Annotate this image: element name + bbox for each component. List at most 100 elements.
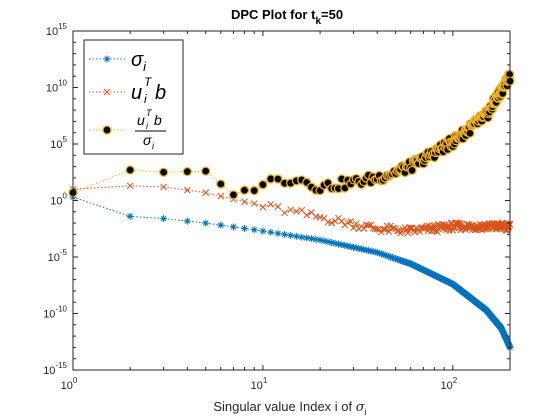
- data-point: [350, 243, 358, 251]
- legend-ratio-den-sub: i: [152, 141, 155, 151]
- data-point: [377, 228, 385, 236]
- legend-ratio-num-sub: i: [146, 121, 149, 131]
- series-1: [69, 182, 514, 237]
- data-point: [400, 257, 408, 265]
- data-point: [360, 225, 368, 232]
- data-point: [426, 224, 434, 231]
- data-point: [241, 224, 249, 232]
- data-point: [320, 237, 328, 245]
- series-layer: [68, 69, 515, 351]
- data-point: [281, 209, 288, 217]
- data-point: [383, 252, 391, 260]
- data-point: [183, 217, 191, 225]
- data-point: [334, 240, 342, 248]
- legend-label-sigma: σi: [131, 49, 147, 74]
- y-tick-label: 105: [50, 135, 67, 151]
- data-point: [182, 166, 192, 177]
- y-tick-label: 1015: [46, 22, 68, 38]
- data-point: [373, 248, 381, 256]
- chart-title-tail: =50: [321, 7, 343, 22]
- data-point: [160, 215, 168, 223]
- data-point: [398, 257, 406, 265]
- legend-label-utb-tail: b: [155, 82, 166, 104]
- data-point: [273, 174, 283, 184]
- data-point: [381, 226, 389, 233]
- data-point: [274, 203, 282, 211]
- data-point: [352, 244, 360, 252]
- data-point: [298, 233, 306, 241]
- data-point: [216, 179, 226, 189]
- data-point: [258, 179, 268, 190]
- data-point: [392, 255, 400, 263]
- y-tick-label: 10-5: [48, 248, 68, 264]
- data-point: [338, 217, 346, 225]
- legend-entry-ratio: u T i b σ i: [89, 108, 166, 151]
- data-point: [202, 189, 210, 196]
- legend-marker-symbol: [102, 125, 112, 135]
- data-point: [312, 235, 320, 243]
- data-point: [217, 192, 225, 200]
- data-point: [347, 218, 355, 225]
- legend-label-utb-sub: i: [144, 92, 147, 106]
- x-axis-label-sub: i: [365, 407, 367, 417]
- legend-marker-symbol: [103, 55, 111, 63]
- data-point: [465, 128, 475, 138]
- data-point: [126, 182, 134, 190]
- legend-sigma-sub: i: [143, 59, 147, 74]
- data-point: [462, 226, 470, 234]
- data-point: [202, 219, 210, 227]
- data-point: [274, 229, 282, 237]
- data-point: [403, 226, 410, 233]
- data-point: [347, 243, 355, 251]
- data-point: [249, 185, 259, 196]
- legend-entry-utb: u T i b: [89, 75, 166, 106]
- legend-label-utb-main: u: [131, 82, 142, 104]
- data-point: [365, 221, 372, 229]
- chart-title-sub: k: [315, 16, 321, 27]
- data-point: [341, 241, 349, 249]
- legend-marker-sigma: [103, 55, 111, 63]
- data-point: [250, 226, 258, 234]
- data-point: [331, 239, 339, 247]
- data-point: [307, 235, 315, 243]
- chart-title: DPC Plot for tk=50: [231, 7, 343, 27]
- data-point: [229, 223, 237, 231]
- y-tick-label: 1010: [46, 79, 68, 95]
- data-point: [324, 238, 332, 246]
- tick-layer: 100 101 102 1015 1010 105 100 10-5 10-10 10-15: [43, 22, 511, 392]
- data-point: [316, 213, 324, 221]
- legend-ratio-num-main: u: [137, 112, 145, 128]
- data-point: [228, 190, 239, 200]
- data-point: [379, 250, 387, 258]
- data-point: [293, 208, 300, 215]
- data-point: [281, 230, 289, 238]
- data-point: [369, 224, 377, 232]
- data-point: [287, 231, 295, 239]
- data-point: [183, 186, 191, 194]
- data-point: [160, 183, 167, 191]
- legend-label-utb-sup: T: [144, 75, 153, 89]
- x-tick-label: 100: [61, 376, 78, 392]
- data-point: [362, 246, 370, 254]
- legend-marker-symbol: [103, 88, 111, 96]
- x-tick-label: 101: [251, 376, 268, 392]
- y-tick-label: 100: [50, 192, 67, 208]
- data-point: [328, 239, 336, 247]
- data-point: [303, 211, 311, 219]
- data-point: [158, 167, 169, 177]
- data-point: [388, 254, 396, 262]
- data-point: [375, 249, 383, 257]
- data-point: [239, 185, 250, 195]
- data-point: [360, 246, 368, 254]
- legend-ratio-num-sup: T: [146, 108, 153, 118]
- chart-title-main: DPC Plot for t: [231, 7, 316, 22]
- series-0: [69, 193, 514, 351]
- data-point: [267, 201, 275, 208]
- data-point: [217, 221, 225, 229]
- data-point: [405, 224, 413, 232]
- data-point: [387, 253, 395, 261]
- data-point: [350, 224, 357, 232]
- data-point: [241, 198, 248, 206]
- x-axis-label: Singular value Index i of σi: [213, 399, 366, 417]
- data-point: [352, 220, 360, 227]
